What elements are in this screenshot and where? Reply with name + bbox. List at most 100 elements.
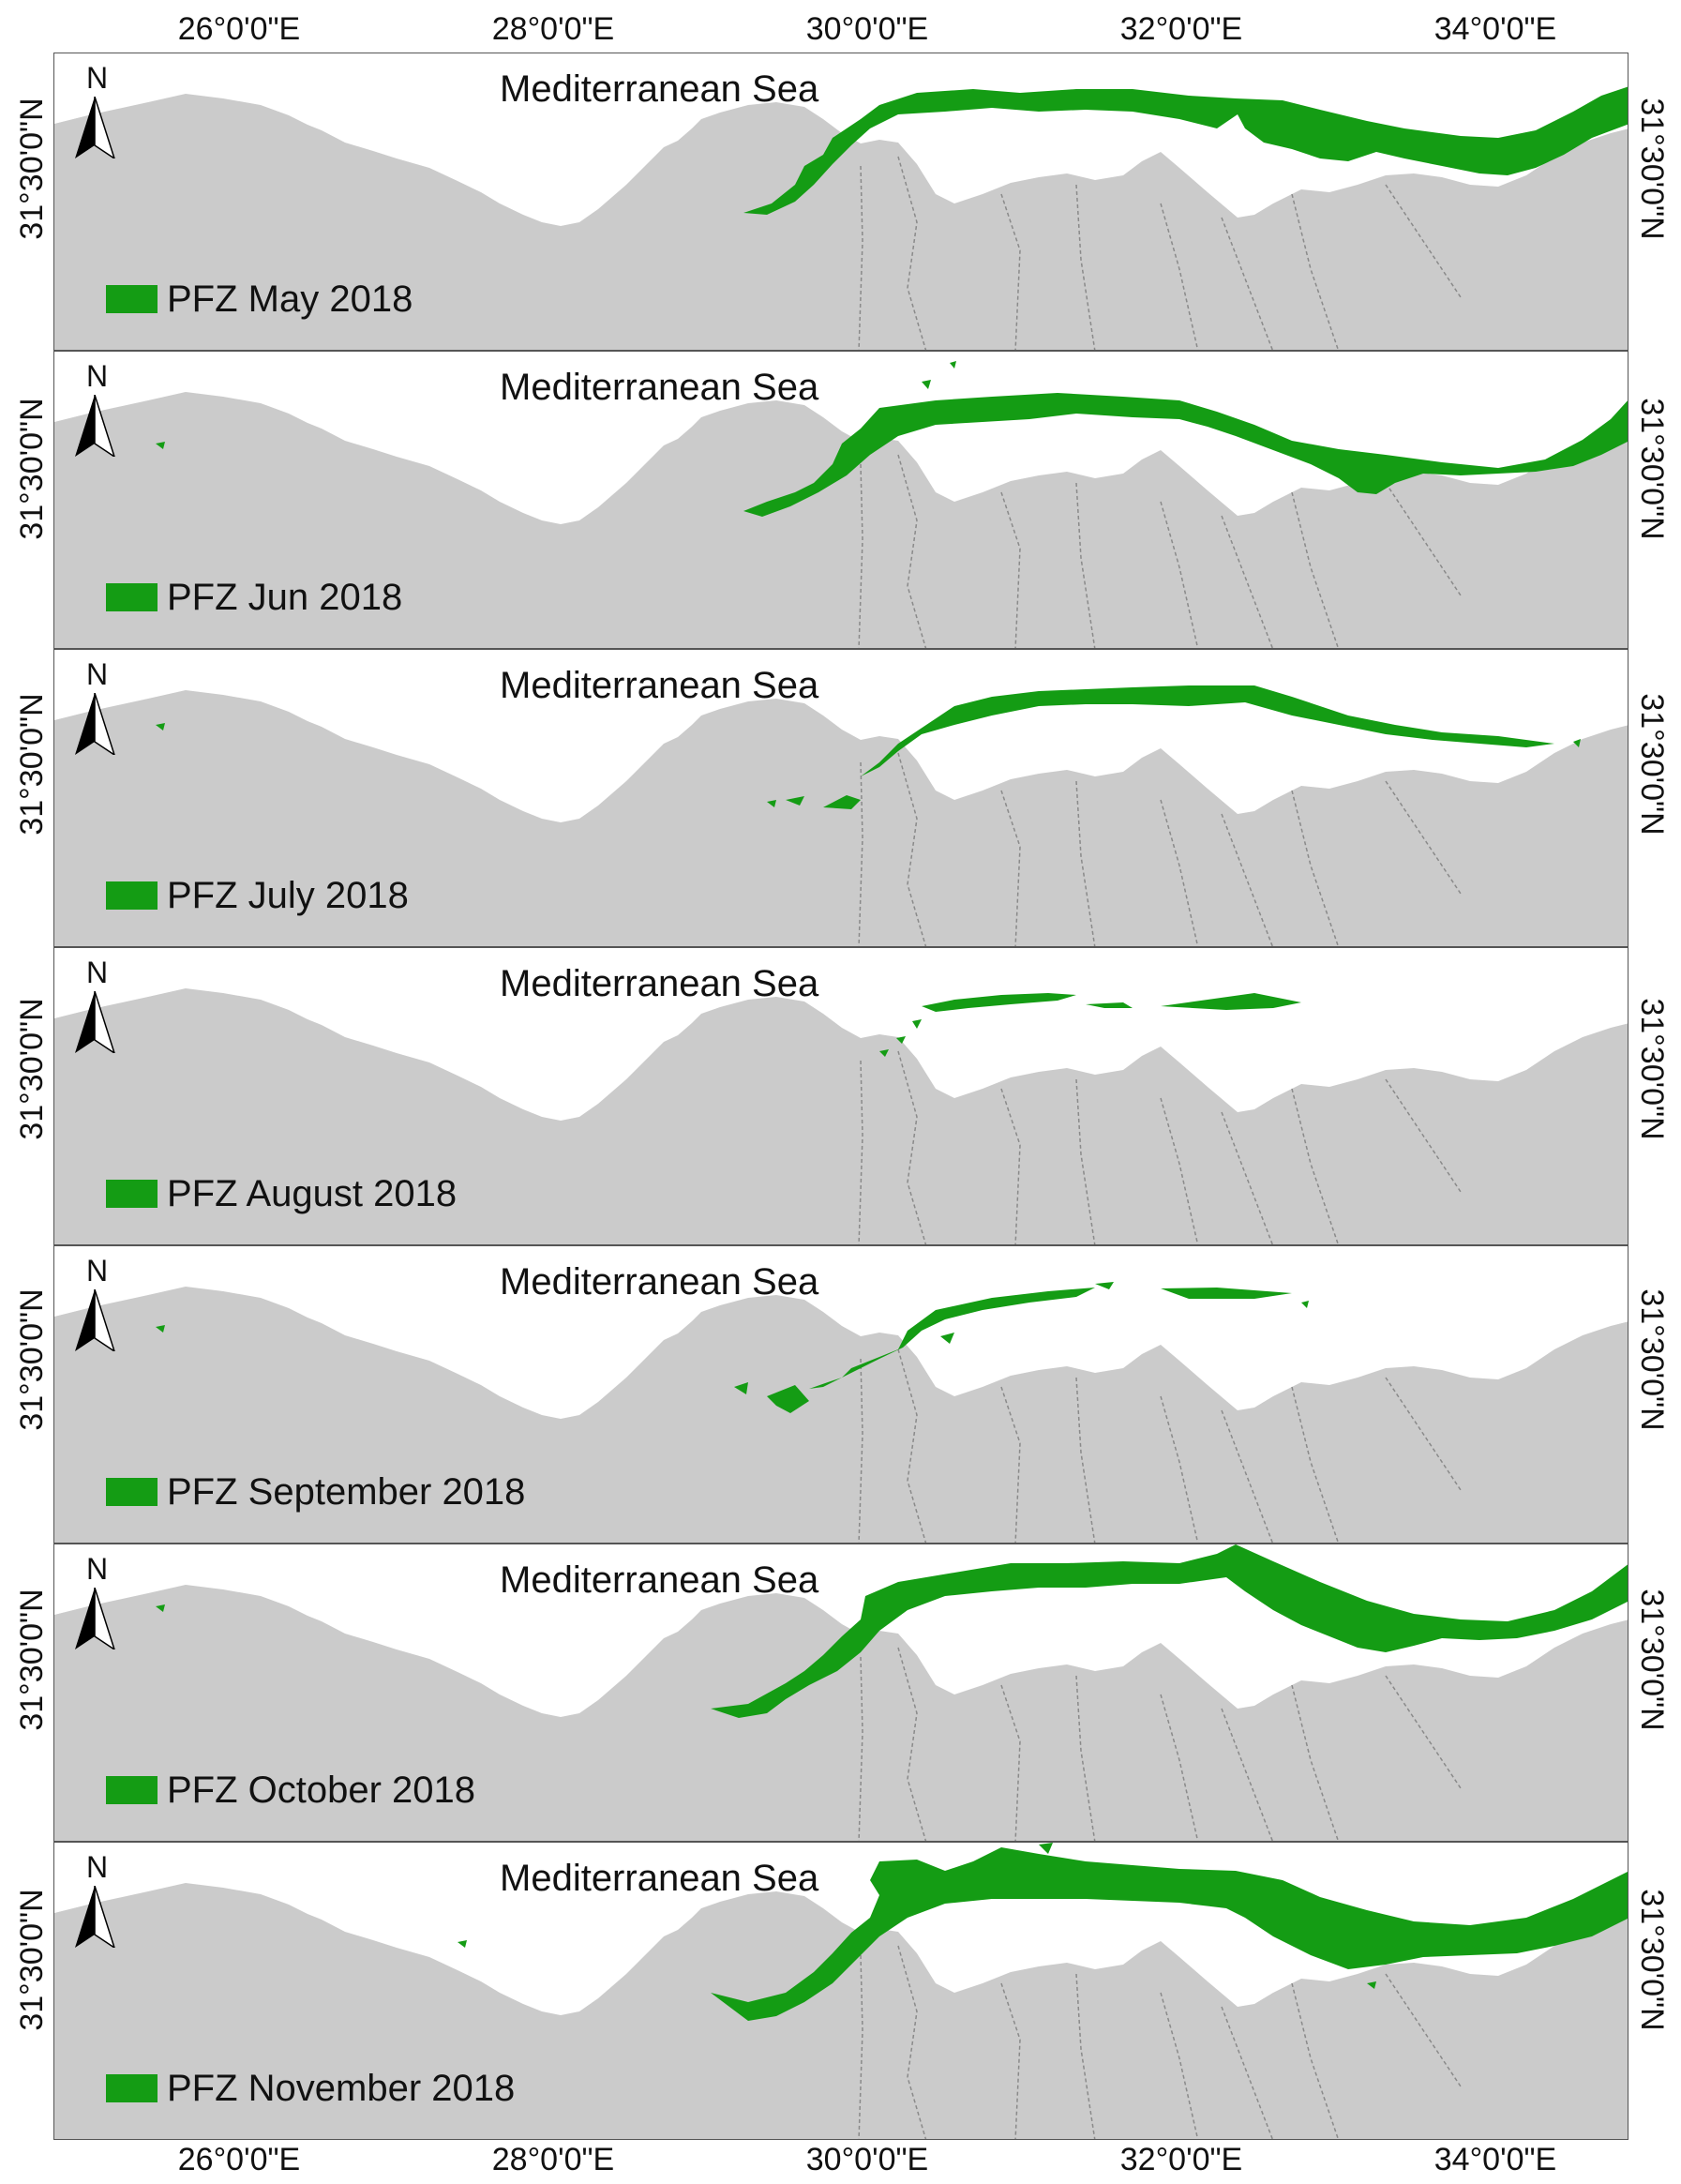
legend-swatch: [106, 1180, 158, 1208]
legend: PFZ May 2018: [106, 280, 413, 318]
left-lat-label: 31°30'0"N: [14, 998, 50, 1140]
north-arrow-icon: [75, 1289, 115, 1351]
pfz-area: [1039, 1843, 1053, 1854]
right-lat-label: 31°30'0"N: [1634, 1889, 1670, 2031]
top-lon-label-28e: 28°0'0"E: [491, 11, 615, 47]
map-canvas: [54, 1282, 1628, 1543]
map-panel-october: N Mediterranean Sea PFZ October 2018: [53, 1544, 1628, 1842]
admin-border: [1075, 1078, 1096, 1244]
pfz-area: [1301, 1301, 1309, 1308]
admin-border: [858, 1060, 863, 1244]
admin-border: [1221, 1409, 1274, 1543]
legend: PFZ September 2018: [106, 1473, 525, 1511]
admin-border: [1385, 780, 1462, 895]
pfz-area: [711, 1544, 1628, 1718]
bottom-lon-label-26e: 26°0'0"E: [177, 2142, 301, 2177]
legend-swatch: [106, 285, 158, 313]
pfz-area: [896, 1036, 906, 1044]
admin-border: [897, 1647, 927, 1841]
map-panel-may: N Mediterranean Sea PFZ May 2018: [53, 53, 1628, 351]
admin-border: [858, 761, 863, 946]
map-panel-november: N Mediterranean Sea PFZ November 2018: [53, 1842, 1628, 2140]
top-lon-label-34e: 34°0'0"E: [1433, 11, 1557, 47]
admin-border: [897, 1348, 927, 1543]
admin-border: [897, 1050, 927, 1244]
top-lon-label-26e: 26°0'0"E: [177, 11, 301, 47]
admin-border: [1160, 203, 1199, 350]
map-canvas: [54, 1544, 1628, 1841]
admin-border: [1221, 1708, 1274, 1841]
admin-border: [1221, 2006, 1274, 2139]
admin-border: [1221, 813, 1274, 946]
land-mass: [54, 988, 1628, 1244]
admin-border: [1075, 1973, 1096, 2139]
pfz-area: [823, 795, 861, 809]
right-lat-label: 31°30'0"N: [1634, 693, 1670, 836]
legend-text: PFZ July 2018: [167, 875, 409, 916]
admin-border: [1000, 1088, 1021, 1244]
left-lat-label: 31°30'0"N: [14, 693, 50, 836]
north-arrow: N: [73, 361, 139, 464]
pfz-area: [940, 1333, 954, 1344]
left-lat-label: 31°30'0"N: [14, 98, 50, 240]
north-arrow: N: [73, 659, 139, 762]
admin-border: [1160, 1395, 1199, 1543]
sea-label: Mediterranean Sea: [500, 1559, 819, 1601]
admin-border: [1000, 193, 1021, 350]
map-panel-august: N Mediterranean Sea PFZ August 2018: [53, 947, 1628, 1245]
north-letter: N: [86, 657, 109, 691]
left-lat-label: 31°30'0"N: [14, 1589, 50, 1731]
legend-swatch: [106, 583, 158, 611]
map-canvas: [54, 988, 1628, 1244]
pfz-area: [734, 1382, 748, 1394]
admin-border: [1075, 780, 1096, 946]
admin-border: [1385, 184, 1462, 298]
map-canvas: [54, 86, 1628, 350]
legend-swatch: [106, 1776, 158, 1804]
land-mass: [54, 94, 1628, 350]
admin-border: [1160, 1694, 1199, 1841]
map-canvas: [54, 685, 1628, 946]
land-mass: [54, 1585, 1628, 1841]
admin-border: [1160, 1992, 1199, 2139]
north-letter: N: [86, 956, 109, 989]
legend-text: PFZ August 2018: [167, 1173, 458, 1214]
legend-text: PFZ Jun 2018: [167, 577, 403, 618]
sea-label: Mediterranean Sea: [500, 1858, 819, 1899]
legend-text: PFZ November 2018: [167, 2068, 516, 2109]
admin-border: [1075, 482, 1096, 648]
sea-label: Mediterranean Sea: [500, 68, 819, 110]
sea-label: Mediterranean Sea: [500, 1261, 819, 1303]
admin-border: [1000, 1684, 1021, 1841]
admin-border: [1075, 1377, 1096, 1543]
pfz-area: [1161, 993, 1301, 1010]
admin-border: [1075, 184, 1096, 350]
north-arrow-icon: [75, 1886, 115, 1948]
pfz-area: [861, 685, 1554, 776]
left-lat-label: 31°30'0"N: [14, 398, 50, 540]
land-mass: [54, 1287, 1628, 1543]
north-arrow: N: [73, 957, 139, 1061]
admin-border: [858, 1656, 863, 1841]
admin-border: [1160, 501, 1199, 648]
right-lat-label: 31°30'0"N: [1634, 998, 1670, 1140]
pfz-area: [156, 1604, 165, 1612]
legend-text: PFZ October 2018: [167, 1770, 476, 1811]
map-canvas: [54, 1843, 1628, 2139]
admin-border: [1000, 790, 1021, 946]
legend: PFZ October 2018: [106, 1771, 475, 1809]
pfz-area: [711, 1847, 1628, 2021]
legend-swatch: [106, 1478, 158, 1506]
pfz-area: [809, 1288, 1095, 1389]
north-arrow-icon: [75, 991, 115, 1053]
map-panel-july: N Mediterranean Sea PFZ July 2018: [53, 649, 1628, 947]
admin-border: [897, 1945, 927, 2139]
land-mass: [54, 1883, 1628, 2139]
pfz-area: [767, 800, 776, 807]
land-mass: [54, 690, 1628, 946]
bottom-lon-label-32e: 32°0'0"E: [1119, 2142, 1243, 2177]
admin-border: [897, 752, 927, 946]
sea-label: Mediterranean Sea: [500, 963, 819, 1004]
pfz-area: [156, 723, 165, 731]
legend: PFZ November 2018: [106, 2070, 515, 2107]
